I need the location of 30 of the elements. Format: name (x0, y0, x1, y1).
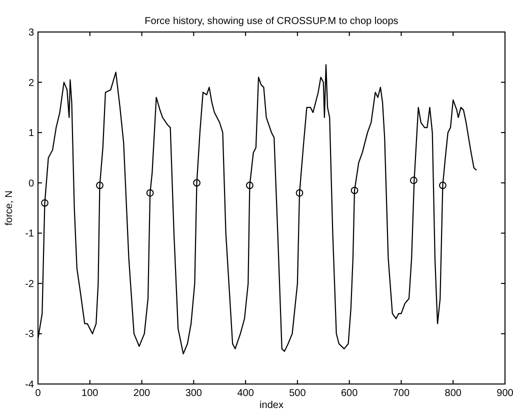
y-tick-label: -2 (25, 278, 34, 290)
point (193, 179, 200, 187)
point (96, 182, 104, 190)
y-tick-label: 3 (28, 28, 34, 38)
y-tick-label: -1 (25, 228, 34, 240)
point (41, 199, 48, 207)
x-tick-label: 300 (185, 388, 202, 399)
y-tick-label: 1 (28, 128, 34, 140)
y-tick-label: -4 (25, 380, 34, 390)
y-tick-label: -3 (25, 329, 34, 340)
x-tick-label: 200 (133, 388, 151, 399)
point (146, 189, 154, 197)
x-tick-label: 400 (237, 388, 254, 399)
x-tick-label: 600 (340, 388, 358, 399)
y-axis-title: force, N (4, 190, 15, 226)
point (246, 182, 254, 190)
x-tick-label: 900 (496, 388, 513, 399)
point (296, 189, 304, 197)
x-tick-label: 800 (444, 388, 462, 399)
x-tick-label: 700 (392, 388, 410, 399)
point (350, 186, 358, 194)
x-tick-label: 500 (289, 388, 306, 399)
x-tick-label: 0 (35, 388, 42, 399)
chart-title: Force history, showing use of CROSSUP.M to chop loops (144, 16, 398, 27)
point (410, 176, 418, 184)
y-tick-label: 2 (28, 78, 34, 89)
x-axis-title: index (260, 400, 284, 411)
x-tick-label: 100 (82, 388, 99, 399)
point (439, 182, 446, 190)
y-tick-label: 0 (28, 178, 34, 190)
